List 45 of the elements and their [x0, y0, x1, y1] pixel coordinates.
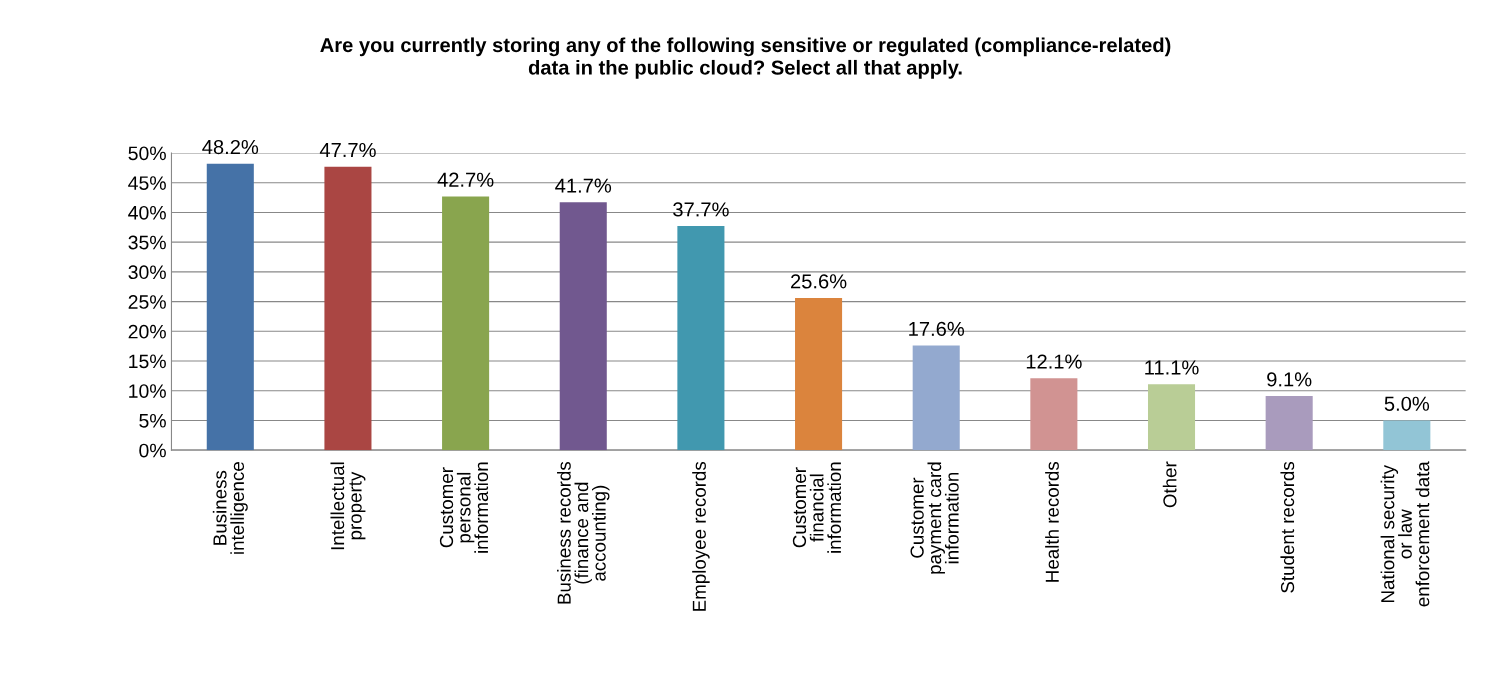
y-tick-label: 40%: [128, 205, 166, 220]
x-tick-label: Student records: [1280, 461, 1295, 593]
data-label: 47.7%: [319, 142, 376, 158]
x-tick-label: Intellectual property: [330, 462, 366, 550]
y-tick-label: 30%: [128, 265, 166, 280]
chart-title: Are you currently storing any of the following sensitive or regulated (compliance-related) data in the public cloud? Select all that apply.: [320, 37, 1171, 79]
bar: [1030, 378, 1078, 451]
data-label: 17.6%: [909, 321, 965, 337]
y-tick-label: 45%: [128, 176, 166, 190]
x-tick-label: Business intelligence: [212, 462, 248, 554]
y-tick-label: 0%: [139, 443, 166, 458]
x-tick-label: Employee records: [692, 461, 710, 611]
x-tick-label: Customer payment card information: [910, 462, 959, 574]
data-label: 48.2%: [202, 139, 259, 155]
y-tick-label: 10%: [129, 384, 166, 398]
x-tick-label: Customer personal information: [439, 462, 489, 553]
bar: [677, 226, 725, 451]
y-tick-label: 20%: [128, 324, 166, 339]
y-tick-label: 25%: [128, 295, 166, 309]
bar: [559, 202, 607, 451]
bar: [206, 163, 254, 451]
y-tick-label: 5%: [139, 414, 166, 428]
y-tick-label: 50%: [128, 146, 166, 161]
data-label: 41.7%: [555, 178, 612, 193]
x-tick-label: Business records (finance and accounting): [557, 461, 610, 604]
data-label: 12.1%: [1026, 354, 1082, 369]
x-tick-label: Health records: [1045, 461, 1059, 582]
data-label: 11.1%: [1145, 360, 1199, 375]
bar: [1147, 384, 1196, 451]
bar: [795, 298, 843, 451]
bar: [1383, 420, 1431, 451]
bar: [442, 196, 490, 451]
bar: [1265, 396, 1313, 451]
x-tick-label: Other: [1162, 461, 1177, 508]
data-label: 37.7%: [673, 202, 729, 217]
bar: [912, 345, 960, 451]
data-label: 25.6%: [791, 274, 847, 289]
bar: [324, 166, 372, 451]
x-tick-label: Customer financial information: [792, 462, 842, 553]
y-tick-label: 35%: [128, 235, 166, 250]
data-label: 5.0%: [1384, 396, 1430, 411]
y-tick-label: 15%: [129, 354, 166, 369]
data-label: 42.7%: [437, 172, 494, 187]
data-label: 9.1%: [1267, 372, 1312, 387]
x-tick-label: National security or law enforcement data: [1380, 461, 1430, 607]
